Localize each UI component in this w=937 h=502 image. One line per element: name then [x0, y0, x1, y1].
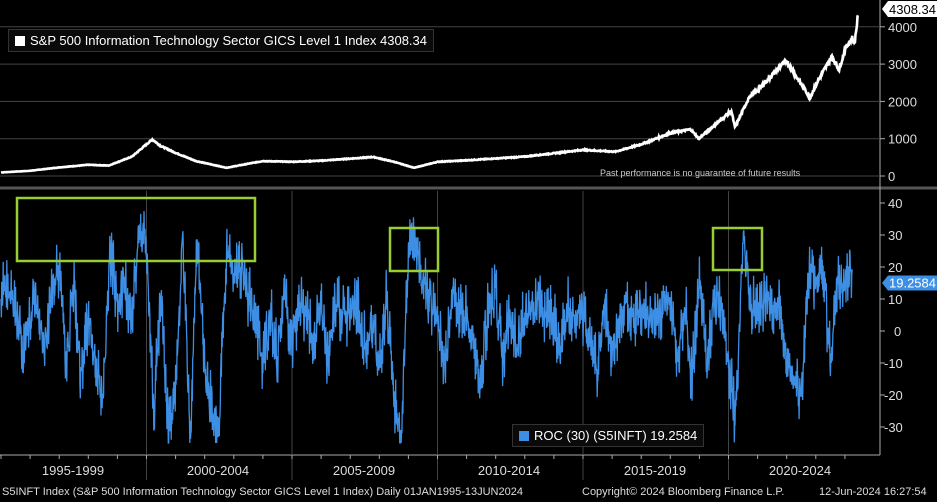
price-series-line: [0, 14, 860, 174]
price-legend: S&P 500 Information Technology Sector GI…: [8, 29, 434, 52]
roc-legend-swatch: [519, 430, 529, 441]
roc-legend: ROC (30) (S5INFT) 19.2584: [512, 424, 705, 447]
ytick-label-bottom--30: -30: [884, 420, 903, 435]
ytick-label-top-4000: 4000: [888, 20, 917, 35]
ytick-label-top-1000: 1000: [888, 132, 917, 147]
x-label-2020: 2020-2024: [768, 463, 832, 478]
roc-legend-label: ROC (30) (S5INFT) 19.2584: [534, 428, 698, 443]
price-last-tag: [882, 1, 937, 17]
footer-copyright: Copyright© 2024 Bloomberg Finance L.P.: [582, 486, 785, 498]
ytick-label-top-0: 0: [888, 169, 895, 184]
ytick-label-bottom--20: -20: [884, 388, 903, 403]
roc-series-line: [0, 211, 853, 445]
roc-last-value: 19.2584: [889, 276, 936, 291]
ytick-label-bottom-30: 30: [888, 228, 902, 243]
highlight-box-3: [711, 226, 764, 272]
ytick-label-bottom-10: 10: [888, 292, 902, 307]
ytick-label-top-2000: 2000: [888, 94, 917, 109]
x-label-2005: 2005-2009: [332, 463, 396, 478]
footer-timestamp: 12-Jun-2024 16:27:54: [819, 486, 927, 498]
highlight-box-1: [15, 196, 257, 263]
x-label-2015: 2015-2019: [623, 463, 687, 478]
ytick-label-bottom-0: 0: [894, 324, 901, 339]
x-label-2000: 2000-2004: [186, 463, 250, 478]
disclaimer: Past performance is no guarantee of futu…: [600, 168, 801, 178]
highlight-box-2: [388, 226, 440, 273]
price-last-value: 4308.34: [889, 2, 936, 17]
ytick-label-bottom-20: 20: [888, 260, 902, 275]
roc-last-tag: [882, 275, 937, 291]
x-label-1995: 1995-1999: [41, 463, 105, 478]
x-label-2010: 2010-2014: [477, 463, 541, 478]
price-legend-label: S&P 500 Information Technology Sector GI…: [30, 33, 427, 48]
footer-index: S5INFT Index (S&P 500 Information Techno…: [2, 486, 523, 498]
ytick-label-bottom-40: 40: [888, 196, 902, 211]
ytick-label-bottom--10: -10: [884, 356, 903, 371]
price-legend-swatch: [15, 35, 25, 46]
ytick-label-top-3000: 3000: [888, 57, 917, 72]
